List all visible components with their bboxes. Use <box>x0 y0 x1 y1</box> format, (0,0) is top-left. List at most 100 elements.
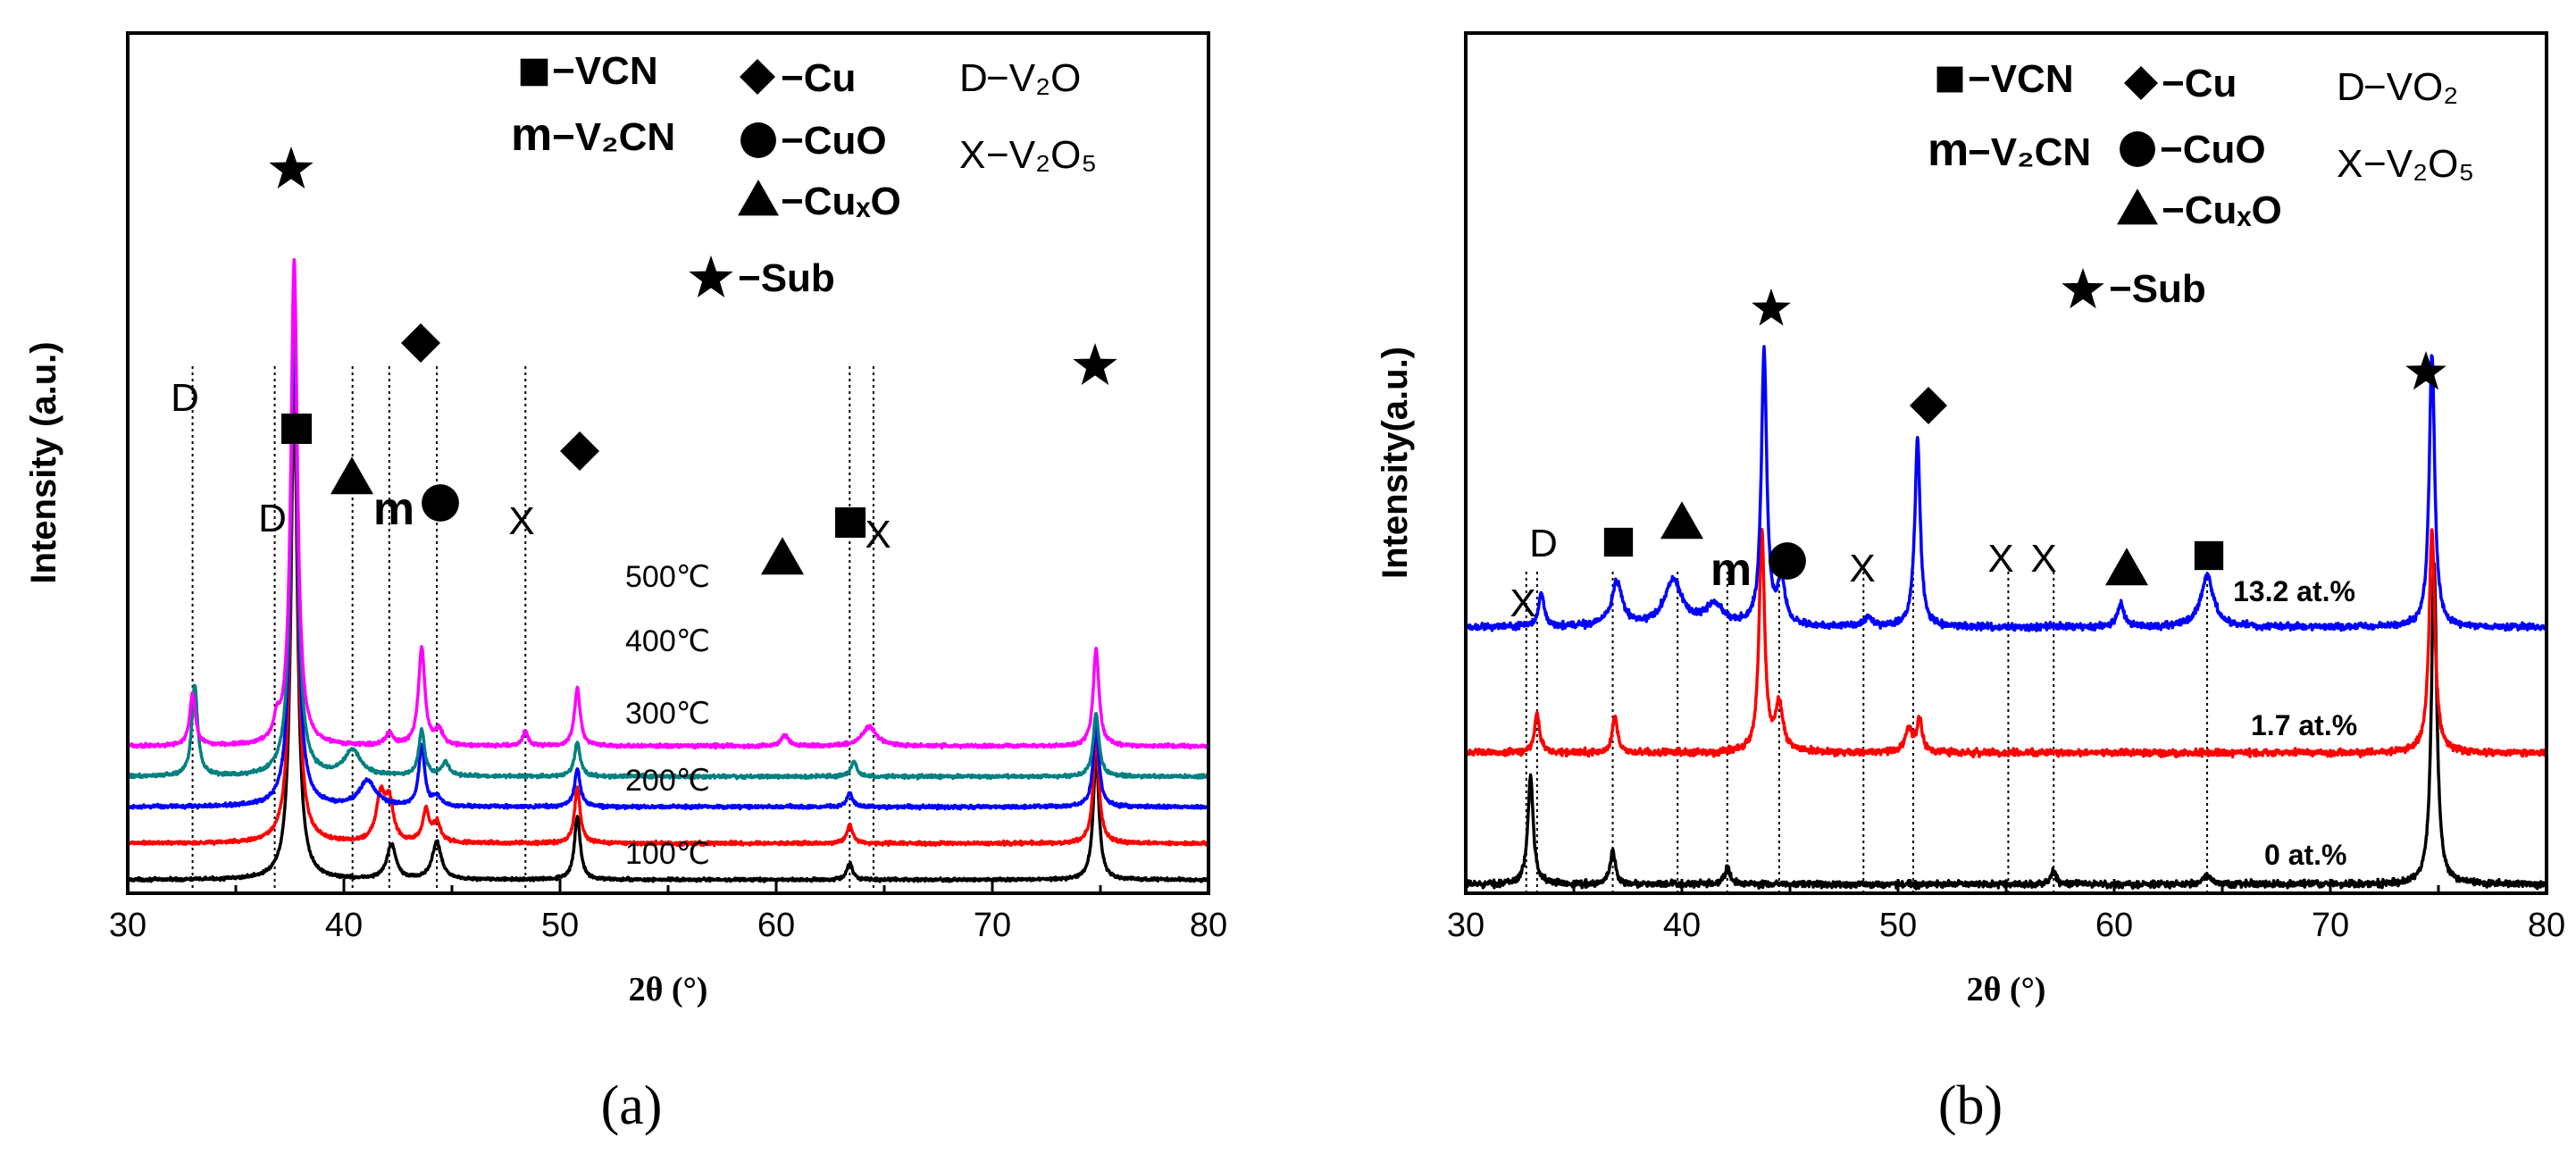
panel-b-series <box>1468 345 2545 891</box>
legend-cuxo-marker <box>738 180 779 216</box>
legend-vcn-marker <box>1936 66 1963 93</box>
peak-annotation-vcn-marker <box>1603 527 1634 557</box>
legend-v2o5-text: −V₂O₅ <box>2363 142 2474 186</box>
legend-v2o5-text: −V₂O₅ <box>986 133 1097 177</box>
legend-v2cn-text: −V₂CN <box>1968 130 2091 174</box>
panel-b: 30 40 50 60 70 80 2θ (°) Intensity(a.u.)… <box>1376 31 2565 1136</box>
legend-v2o5-marker: X <box>2337 142 2363 186</box>
panel-b-tick-label-30: 30 <box>1447 907 1485 944</box>
legend-v2cn-marker: m <box>511 109 552 161</box>
legend-vcn-text: −VCN <box>1968 57 2074 101</box>
panel-b-x-axis-label: 2θ (°) <box>1967 971 2046 1008</box>
legend-cuo-marker <box>740 122 776 158</box>
legend-cuo-text: −CuO <box>781 119 887 163</box>
panel-a-series-label-200: 200℃ <box>625 764 710 798</box>
legend-sub-marker <box>2062 268 2104 309</box>
panel-a-series-label-500: 500℃ <box>625 560 710 594</box>
panel-a-series-label-400: 400℃ <box>625 624 710 658</box>
legend-cuxo-text: −CuₓO <box>781 180 901 223</box>
peak-annotation-sub-marker <box>2405 351 2446 390</box>
panel-b-x-tick-labels: 30 40 50 60 70 80 <box>1447 907 2565 944</box>
panel-a-tick-label-50: 50 <box>541 907 579 944</box>
panel-a-y-axis-label: Intensity (a.u.) <box>24 341 63 583</box>
legend-cuo-marker <box>2120 131 2155 167</box>
panel-a-tick-label-80: 80 <box>1190 907 1227 944</box>
peak-annotation-v2cn: m <box>373 483 414 535</box>
legend-sub-text: −Sub <box>2109 267 2206 311</box>
legend-vo2-marker: D <box>2337 65 2365 109</box>
panel-a-tick-label-30: 30 <box>109 907 146 944</box>
panel-b-tick-label-80: 80 <box>2528 907 2565 944</box>
legend-v2o5-marker: X <box>959 133 985 177</box>
panel-b-series-label-0: 0 at.% <box>2264 839 2346 871</box>
panel-b-tick-label-40: 40 <box>1663 907 1701 944</box>
peak-annotation-v2o5: X <box>508 499 534 543</box>
panel-a-x-axis-label: 2θ (°) <box>629 971 708 1008</box>
peak-annotation-cuxo-marker <box>761 537 804 575</box>
legend-vcn-marker <box>520 58 548 87</box>
legend-cu-marker <box>2124 66 2158 100</box>
panel-b-label: (b) <box>1938 1075 2003 1136</box>
panel-a-tick-label-60: 60 <box>757 907 795 944</box>
peak-annotation-vcn-marker <box>281 414 312 444</box>
peak-annotation-cuo-marker <box>422 484 459 522</box>
legend-cu-text: −Cu <box>2162 62 2237 105</box>
panel-a-label: (a) <box>601 1075 663 1136</box>
legend-v2cn-text: −V₂CN <box>552 115 675 159</box>
panel-a-tick-label-40: 40 <box>325 907 363 944</box>
legend-cuxo-text: −CuₓO <box>2162 188 2282 232</box>
panel-b-tick-label-60: 60 <box>2095 907 2133 944</box>
peak-annotation-sub-marker <box>1752 289 1791 326</box>
peak-annotation-cuxo-marker <box>1660 501 1703 540</box>
panel-b-series-label-13-2: 13.2 at.% <box>2233 575 2355 607</box>
peak-annotation-sub-marker <box>269 146 314 189</box>
legend-sub-marker <box>689 255 733 298</box>
panel-b-series-label-1-7: 1.7 at.% <box>2251 709 2357 741</box>
legend-v2cn-marker: m <box>1928 124 1969 176</box>
peak-annotation-cu-marker <box>1910 387 1947 424</box>
legend-cuxo-marker <box>2117 188 2158 225</box>
panel-a-legend: −VCN m −V₂CN −Cu −CuO −CuₓO −Sub D −V₂O … <box>511 49 1097 300</box>
peak-annotation-cuxo-marker <box>330 456 373 495</box>
peak-annotation-vcn-marker <box>2194 540 2224 571</box>
peak-annotation-v2o5: X <box>865 513 891 556</box>
peak-annotation-cu-marker <box>560 431 599 471</box>
legend-cuo-text: −CuO <box>2160 128 2266 172</box>
panel-b-legend: −VCN m −V₂CN −Cu −CuO −CuₓO −Sub D −VO₂ … <box>1928 57 2474 311</box>
legend-vo2-text: −VO₂ <box>2363 65 2458 109</box>
peak-annotation-v2o5: X <box>1987 537 2013 581</box>
peak-annotation-cuxo-marker <box>2105 548 2148 586</box>
panel-b-series-line <box>1468 527 2545 759</box>
panel-b-series-line <box>1468 562 2545 891</box>
peak-annotation-v2o5: X <box>2030 537 2056 581</box>
peak-annotation-v2o5: X <box>1849 547 1875 590</box>
panel-a-series-label-100: 100℃ <box>625 837 710 871</box>
panel-a-series <box>130 257 1207 883</box>
panel-a-x-ticks <box>126 879 1210 893</box>
panel-b-tick-label-70: 70 <box>2312 907 2349 944</box>
peak-annotation-sub-marker <box>1073 343 1117 386</box>
panel-b-series-line <box>1468 345 2545 632</box>
legend-cu-text: −Cu <box>781 56 856 100</box>
panel-a-series-label-300: 300℃ <box>625 697 710 731</box>
peak-annotation-v2o5: X <box>1510 582 1535 625</box>
peak-annotation-cuo-marker <box>1769 542 1806 580</box>
panel-a-x-tick-labels: 30 40 50 60 70 80 <box>109 907 1227 944</box>
legend-sub-text: −Sub <box>738 256 835 300</box>
peak-annotation-vcn-marker <box>835 507 866 538</box>
panel-a-series-line <box>130 317 1207 811</box>
panel-a-series-line <box>130 257 1207 750</box>
legend-v2o-marker: D <box>959 56 988 100</box>
legend-cu-marker <box>740 59 775 95</box>
panel-b-x-ticks <box>1464 879 2548 893</box>
panel-a-series-line <box>130 289 1207 781</box>
panel-a-series-line <box>130 356 1207 848</box>
peak-annotation-cu-marker <box>401 323 440 363</box>
legend-v2o-text: −V₂O <box>986 56 1081 100</box>
panel-a: 30 40 50 60 70 80 2θ (°) Intensity (a.u.… <box>24 31 1227 1136</box>
peak-annotation-v2cn: m <box>1710 544 1752 596</box>
peak-annotation-v2o: D <box>258 497 287 540</box>
panel-a-tick-label-70: 70 <box>974 907 1011 944</box>
panel-b-y-axis-label: Intensity(a.u.) <box>1376 347 1415 579</box>
